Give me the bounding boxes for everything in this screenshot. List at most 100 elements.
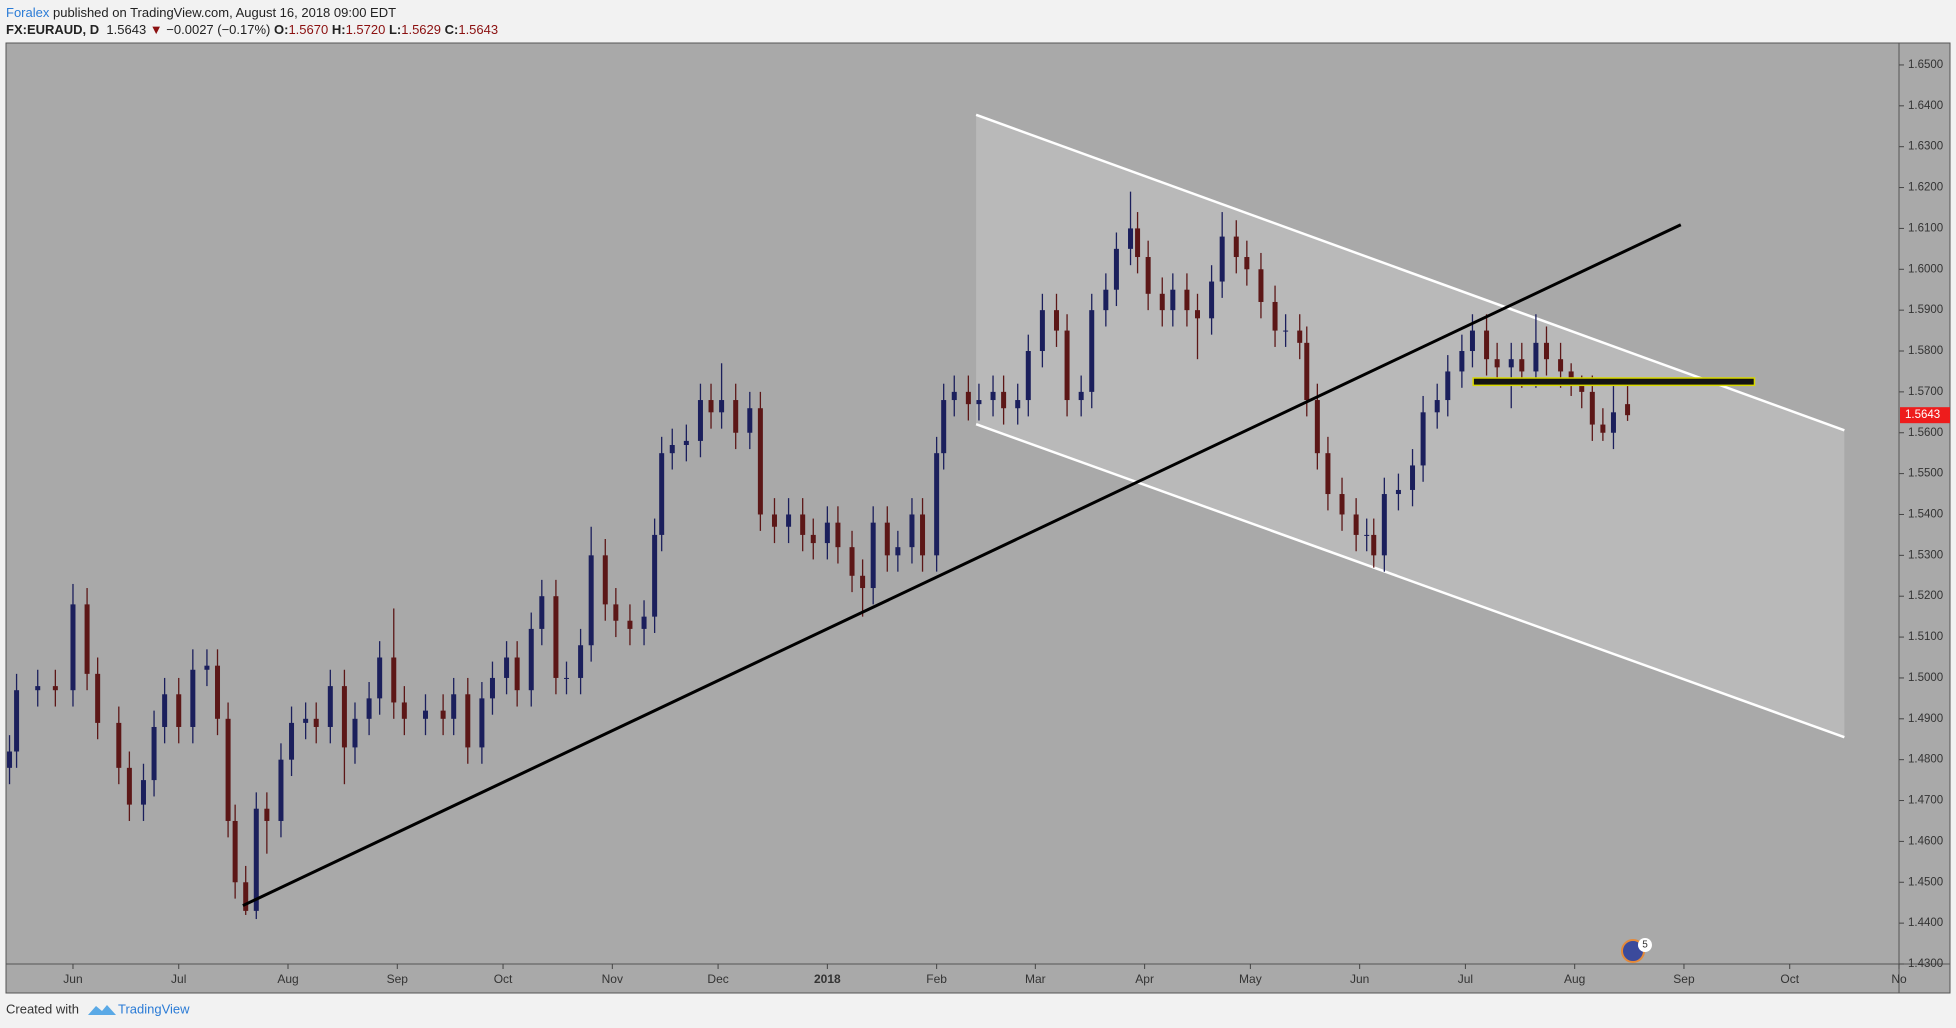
candle-body xyxy=(941,400,947,454)
candle-body xyxy=(835,522,841,548)
candle-body xyxy=(95,673,101,723)
candle-body xyxy=(1170,289,1176,311)
candle-body xyxy=(377,657,383,699)
y-tick-label: 1.5400 xyxy=(1908,509,1943,521)
axes: 1.4300 1.4400 1.4500 1.4600 1.4700 1.4800 1.49… xyxy=(63,59,1950,986)
candle-body xyxy=(627,620,633,629)
candle-body xyxy=(1600,424,1606,433)
candle-body xyxy=(528,628,534,691)
candle-body xyxy=(602,555,608,605)
candle-body xyxy=(1128,228,1134,249)
candle-body xyxy=(289,722,295,760)
candle-body xyxy=(1219,236,1225,282)
candle-body xyxy=(934,453,940,556)
candle-body xyxy=(440,710,446,719)
y-tick-label: 1.4700 xyxy=(1908,795,1943,807)
y-tick-label: 1.4400 xyxy=(1908,917,1943,929)
x-tick-label: Jul xyxy=(171,972,186,986)
footer-brand[interactable]: TradingView xyxy=(118,1001,190,1016)
y-tick-label: 1.4500 xyxy=(1908,876,1943,888)
x-tick-label: Mar xyxy=(1025,972,1046,986)
candle-body xyxy=(1283,330,1289,332)
candle-body xyxy=(225,718,231,821)
x-tick-label: Oct xyxy=(494,972,513,986)
candle-body xyxy=(976,400,982,405)
header-line-2: FX:EURAUD, D 1.5643 ▼ −0.0027 (−0.17%) O… xyxy=(6,22,498,37)
candle-body xyxy=(757,408,763,515)
ideas-badge-count: 5 xyxy=(1642,940,1648,951)
candle-body xyxy=(786,514,792,527)
y-tick-label: 1.5100 xyxy=(1908,631,1943,643)
candle-body xyxy=(1339,494,1345,515)
candle-body xyxy=(965,391,971,405)
candle-body xyxy=(1610,412,1616,433)
x-tick-label: Oct xyxy=(1780,972,1799,986)
header-line-1: Foralex published on TradingView.com, Au… xyxy=(6,5,396,20)
candle-body xyxy=(1420,412,1426,466)
y-tick-label: 1.5600 xyxy=(1908,427,1943,439)
candle-body xyxy=(884,522,890,556)
y-tick-label: 1.6000 xyxy=(1908,263,1943,275)
candle-body xyxy=(1258,269,1264,302)
author[interactable]: Foralex xyxy=(6,5,50,20)
candle-body xyxy=(116,722,122,768)
candle-body xyxy=(35,686,41,691)
y-tick-label: 1.6200 xyxy=(1908,182,1943,194)
candle-body xyxy=(1089,310,1095,392)
candle-body xyxy=(1589,391,1595,425)
candle-body xyxy=(401,702,407,719)
candle-body xyxy=(391,657,397,703)
candle-body xyxy=(951,391,957,401)
y-tick-label: 1.6400 xyxy=(1908,100,1943,112)
candle-body xyxy=(352,718,358,748)
y-tick-label: 1.5500 xyxy=(1908,468,1943,480)
candle-body xyxy=(771,514,777,527)
candle-body xyxy=(1625,404,1631,416)
y-tick-label: 1.5700 xyxy=(1908,386,1943,398)
y-tick-label: 1.5300 xyxy=(1908,549,1943,561)
candle-body xyxy=(909,514,915,548)
candle-body xyxy=(1244,257,1250,270)
byline: published on TradingView.com, August 16,… xyxy=(52,5,397,20)
candle-body xyxy=(451,694,457,719)
candle-body xyxy=(176,694,182,727)
candle-body xyxy=(588,555,594,646)
footer-created: Created with xyxy=(6,1001,79,1016)
ideas-badge xyxy=(1638,938,1652,952)
y-tick-label: 1.4600 xyxy=(1908,835,1943,847)
candle-body xyxy=(652,534,658,617)
candle-body xyxy=(553,596,559,678)
candle-body xyxy=(70,604,76,691)
candle-body xyxy=(870,522,876,589)
candle-body xyxy=(719,400,725,413)
candle-body xyxy=(1145,257,1151,294)
y-tick-label: 1.4300 xyxy=(1908,958,1943,970)
y-tick-label: 1.5900 xyxy=(1908,304,1943,316)
candle-body xyxy=(683,440,689,446)
x-tick-label: No xyxy=(1891,972,1907,986)
candle-body xyxy=(1558,359,1564,372)
change: −0.0027 (−0.17%) xyxy=(166,22,271,37)
candle-body xyxy=(1484,330,1490,360)
candle-body xyxy=(1194,310,1200,319)
y-tick-label: 1.6100 xyxy=(1908,222,1943,234)
candle-body xyxy=(1459,351,1465,372)
tradingview-logo[interactable] xyxy=(88,1005,116,1015)
candle-body xyxy=(563,677,569,679)
x-tick-label: Apr xyxy=(1135,972,1154,986)
candle-body xyxy=(126,767,132,805)
candle-body xyxy=(1103,289,1109,311)
candle-body xyxy=(1469,330,1475,352)
candle-body xyxy=(1543,342,1549,360)
candle-body xyxy=(1135,228,1141,258)
y-tick-label: 1.6500 xyxy=(1908,59,1943,71)
candle-body xyxy=(1113,248,1119,290)
candle-body xyxy=(1025,351,1031,401)
candle-body xyxy=(810,534,816,544)
low-value: 1.5629 xyxy=(401,22,441,37)
candle-body xyxy=(1039,310,1045,352)
x-tick-label: May xyxy=(1239,972,1262,986)
symbol: FX:EURAUD, D xyxy=(6,22,100,37)
x-tick-label: Aug xyxy=(277,972,298,986)
